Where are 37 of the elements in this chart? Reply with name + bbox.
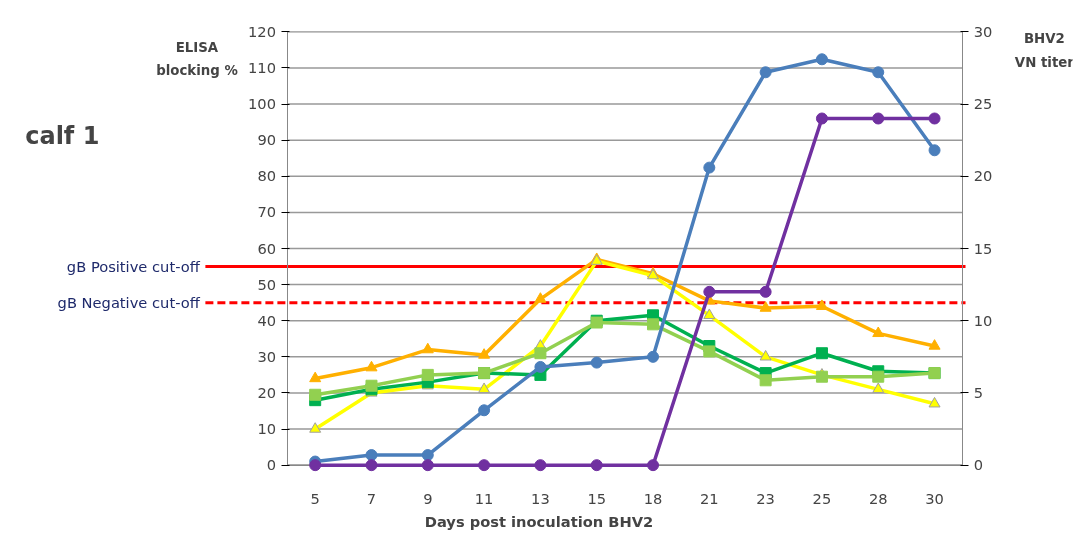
x-tick-label: 25 (812, 489, 832, 507)
ref-line-label: gB Negative cut-off (57, 294, 201, 312)
y-tick-label: 100 (248, 95, 277, 113)
y-tick-label: 120 (248, 22, 277, 40)
x-axis-title: Days post inoculation BHV2 (424, 512, 654, 530)
x-tick-label: 23 (756, 489, 775, 507)
x-tick-label: 13 (531, 489, 550, 507)
y-tick-label: 50 (257, 275, 277, 293)
y-tick-label: 20 (257, 383, 277, 401)
x-tick-label: 11 (474, 489, 494, 507)
y2-tick-label: 10 (973, 311, 993, 329)
y-tick-label: 0 (266, 456, 277, 474)
x-tick-label: 30 (925, 489, 944, 507)
ref-line-label: gB Positive cut-off (66, 258, 201, 276)
y-tick-label: 30 (257, 347, 277, 365)
x-tick-label: 9 (423, 489, 433, 507)
y-tick-label: 80 (257, 167, 277, 185)
y2-tick-label: 30 (973, 22, 993, 40)
x-tick-label: 21 (700, 489, 719, 507)
y2-tick-label: 20 (973, 167, 993, 185)
y2-tick-label: 25 (973, 95, 993, 113)
text: calf 1 (25, 121, 100, 150)
y-axis-title: ELISA blocking % (156, 39, 238, 79)
x-tick-label: 15 (587, 489, 607, 507)
y-tick-label: 10 (257, 420, 277, 438)
y-tick-label: 90 (257, 131, 277, 149)
x-tick-label: 18 (643, 489, 663, 507)
x-tick-label: 28 (868, 489, 888, 507)
y2-tick-label: 5 (973, 383, 984, 401)
x-tick-label: 7 (366, 489, 377, 507)
y-tick-label: 60 (257, 239, 277, 257)
y-tick-label: 40 (257, 311, 277, 329)
y2-tick-label: 0 (973, 456, 984, 474)
y-tick-label: 70 (257, 203, 277, 221)
y2-tick-label: 15 (973, 239, 993, 257)
y-tick-label: 110 (248, 58, 277, 76)
x-tick-label: 5 (310, 489, 320, 507)
